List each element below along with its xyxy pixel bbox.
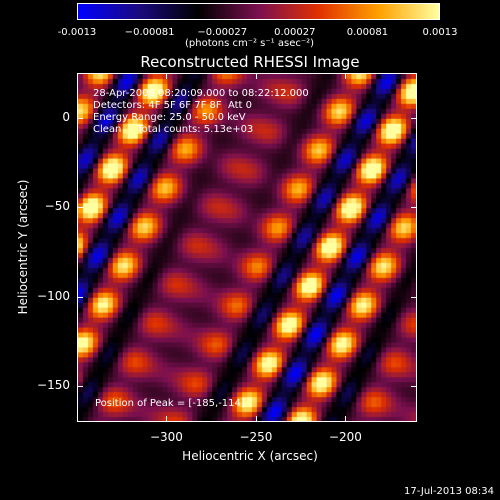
colorbar-tick-label: −0.00081 [124,27,175,38]
heatmap [78,74,416,421]
y-tick-mark [411,207,417,209]
y-tick-mark [77,117,83,119]
chart-title: Reconstructed RHESSI Image [140,53,360,71]
x-tick-label: −250 [239,430,273,444]
x-axis-label: Heliocentric X (arcsec) [182,449,318,463]
colorbar-gradient [78,4,439,19]
y-tick-mark [411,386,417,388]
y-tick-mark [411,296,417,298]
y-tick-mark [77,386,83,388]
y-tick-label: −100 [37,288,70,303]
info-line-1: 28-Apr-2006 08:20:09.000 to 08:22:12.000 [93,88,309,99]
y-tick-label: 0 [62,109,70,124]
timestamp: 17-Jul-2013 08:34 [403,486,494,497]
colorbar-tick-label: 0.00081 [346,27,389,38]
x-tick-mark [166,416,168,422]
info-line-4: Clean Total counts: 5.13e+03 [93,124,254,135]
info-line-3: Energy Range: 25.0 - 50.0 keV [93,112,246,123]
x-tick-mark [166,73,168,79]
plot-area: 28-Apr-2006 08:20:09.000 to 08:22:12.000… [77,73,417,422]
colorbar-tick-label: -0.0013 [57,27,97,38]
x-tick-mark [345,416,347,422]
y-tick-mark [77,296,83,298]
x-tick-mark [345,73,347,79]
y-tick-label: −150 [37,378,70,393]
y-tick-mark [411,117,417,119]
colorbar-tick-label: 0.00027 [274,27,316,38]
peak-position: Position of Peak = [-185,-114] [95,398,245,409]
x-tick-mark [255,73,257,79]
y-tick-mark [77,207,83,209]
x-tick-mark [255,416,257,422]
colorbar-tick-label: −0.00027 [197,27,248,38]
colorbar-units: (photons cm⁻² s⁻¹ asec⁻²) [185,38,315,49]
colorbar [77,3,440,20]
x-tick-label: −200 [328,430,362,444]
y-tick-label: −50 [44,199,70,214]
info-line-2: Detectors: 4F 5F 6F 7F 8F Att 0 [93,100,253,111]
x-tick-label: −300 [149,430,183,444]
colorbar-fill [78,4,439,19]
colorbar-tick-label: 0.0013 [422,27,458,38]
y-axis-label: Heliocentric Y (arcsec) [16,179,30,315]
